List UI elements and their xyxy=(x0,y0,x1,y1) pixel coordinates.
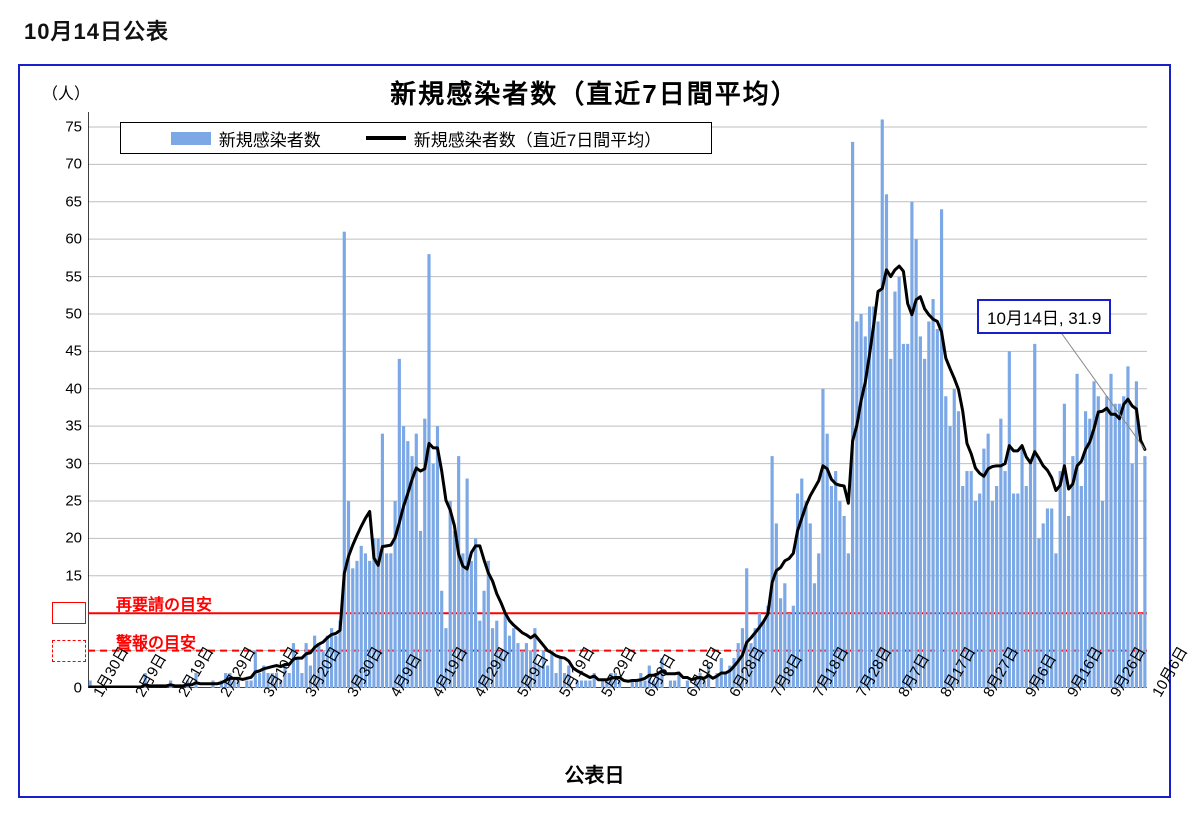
legend-item-bars: 新規感染者数 xyxy=(171,126,321,151)
y-tick-label: 60 xyxy=(42,231,88,248)
legend-bar-swatch xyxy=(171,132,211,145)
threshold-label: 警報の目安 xyxy=(116,629,196,653)
legend-item-line: 新規感染者数（直近7日間平均） xyxy=(366,126,661,151)
plot-area: 051015202530354045505560657075再要請の目安警報の目… xyxy=(88,112,1147,688)
y-tick-label: 30 xyxy=(42,455,88,472)
legend-bar-label: 新規感染者数 xyxy=(219,126,321,151)
threshold-ytick-box xyxy=(52,602,86,624)
y-tick-label: 15 xyxy=(42,567,88,584)
y-tick-label: 45 xyxy=(42,343,88,360)
y-tick-label: 65 xyxy=(42,193,88,210)
legend-line-swatch xyxy=(366,136,406,140)
y-tick-label: 25 xyxy=(42,492,88,509)
chart-title: 新規感染者数（直近7日間平均） xyxy=(20,74,1169,111)
threshold-label: 再要請の目安 xyxy=(116,591,212,615)
y-tick-label: 40 xyxy=(42,380,88,397)
chart-container: （人） 新規感染者数（直近7日間平均） 新規感染者数 新規感染者数（直近7日間平… xyxy=(18,64,1171,798)
callout: 10月14日, 31.9 xyxy=(977,299,1111,334)
plot-svg xyxy=(88,112,1147,688)
announce-date: 10月14日公表 xyxy=(24,14,1175,46)
y-tick-label: 70 xyxy=(42,156,88,173)
y-tick-label: 75 xyxy=(42,118,88,135)
y-tick-label: 55 xyxy=(42,268,88,285)
y-tick-label: 0 xyxy=(42,680,88,697)
y-tick-label: 50 xyxy=(42,305,88,322)
legend-line-label: 新規感染者数（直近7日間平均） xyxy=(414,126,661,151)
legend: 新規感染者数 新規感染者数（直近7日間平均） xyxy=(120,122,712,154)
x-axis-title: 公表日 xyxy=(20,759,1169,788)
y-tick-label: 35 xyxy=(42,418,88,435)
threshold-ytick-box xyxy=(52,640,86,662)
x-tick-label: 10月6日 xyxy=(1143,640,1192,700)
y-tick-label: 20 xyxy=(42,530,88,547)
